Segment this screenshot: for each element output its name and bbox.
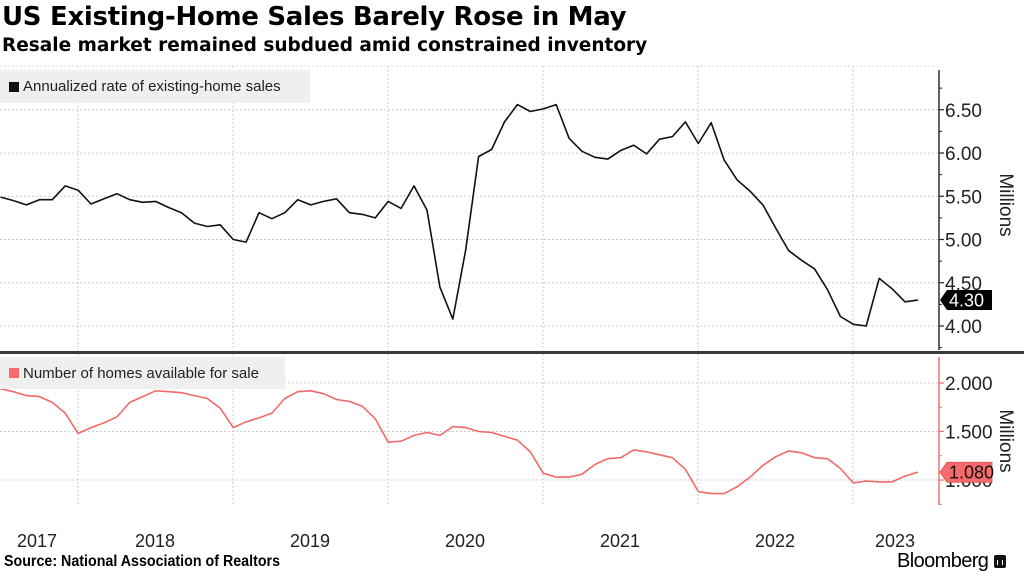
last-value-label-inventory: 1.080	[949, 463, 994, 483]
y-tick-label: 4.50	[945, 274, 982, 295]
brand: Bloomberg	[897, 550, 1007, 573]
label-layer: 4.30 1.080 2017 2018 2019 2020 2021 2022 2023	[17, 290, 994, 551]
legend-inventory: Number of homes available for sale	[0, 357, 285, 389]
last-value-tag-inventory	[939, 461, 993, 483]
brand-name: Bloomberg	[897, 550, 989, 572]
x-tick-label: 2022	[755, 531, 795, 551]
y-tick-label: 1.500	[945, 423, 993, 444]
chart-title: US Existing-Home Sales Barely Rose in Ma…	[2, 2, 627, 32]
axis-layer: 4.004.505.005.506.006.50Millions1.0001.5…	[0, 70, 1024, 505]
legend-swatch-sales	[9, 81, 19, 92]
x-tick-label: 2018	[135, 531, 175, 551]
y-tick-label: 4.00	[945, 317, 982, 338]
last-value-label-sales: 4.30	[949, 291, 984, 311]
legend-sales: Annualized rate of existing-home sales	[0, 70, 310, 103]
y-tick-label: 2.000	[945, 374, 993, 395]
y-tick-label: 5.50	[945, 187, 982, 208]
x-tick-label: 2019	[290, 531, 330, 551]
chart-subtitle: Resale market remained subdued amid cons…	[2, 35, 648, 56]
y-axis-title: Millions	[995, 409, 1016, 472]
bloomberg-logo-icon	[994, 555, 1007, 568]
series-line-sales	[0, 103, 919, 327]
y-axis-title: Millions	[995, 173, 1016, 236]
source-note: Source: National Association of Realtors	[4, 553, 281, 570]
grid-layer	[0, 65, 939, 505]
x-tick-label: 2017	[17, 531, 57, 551]
y-tick-label: 6.50	[945, 101, 982, 122]
x-tick-label: 2021	[600, 531, 640, 551]
legend-swatch-inventory	[9, 368, 19, 378]
legend-label-inventory: Number of homes available for sale	[23, 364, 259, 382]
panel-separator	[0, 351, 1024, 354]
legend-label-sales: Annualized rate of existing-home sales	[23, 78, 281, 95]
last-value-tag-sales	[940, 290, 992, 311]
x-tick-label: 2020	[445, 531, 485, 551]
x-tick-label: 2023	[875, 531, 915, 551]
series-layer	[0, 103, 919, 495]
y-tick-label: 6.00	[945, 144, 982, 165]
y-tick-label: 5.00	[945, 231, 982, 252]
series-line-inventory	[0, 388, 919, 495]
